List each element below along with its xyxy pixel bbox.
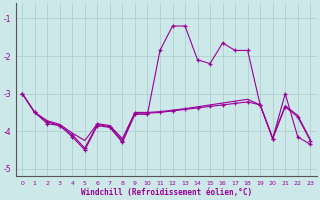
X-axis label: Windchill (Refroidissement éolien,°C): Windchill (Refroidissement éolien,°C)	[81, 188, 252, 197]
